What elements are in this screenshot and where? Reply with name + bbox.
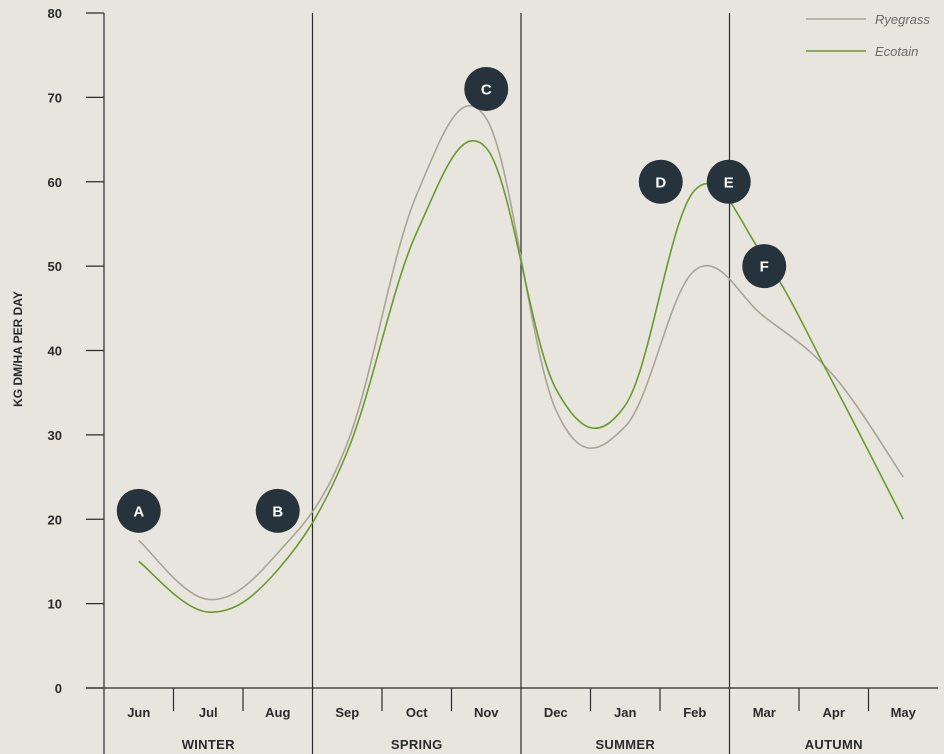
marker-circle [255, 488, 300, 533]
x-tick-label: Apr [823, 705, 845, 720]
marker-label: E [724, 174, 734, 191]
x-tick-label: Jul [199, 705, 218, 720]
marker-b: B [255, 488, 300, 533]
season-label: AUTUMN [805, 737, 863, 752]
marker-label: C [481, 81, 492, 98]
marker-c: C [464, 66, 509, 111]
x-tick-label: Feb [683, 705, 706, 720]
x-axis: Jun Jul Aug Sep Oct Nov Dec Jan Feb Mar Apr May WINT… [86, 687, 938, 752]
y-tick-label: 40 [48, 344, 62, 359]
season-label: WINTER [182, 737, 235, 752]
marker-label: B [272, 503, 283, 520]
marker-a: A [116, 488, 161, 533]
marker-f: F [742, 244, 787, 289]
y-tick-label: 70 [48, 90, 62, 105]
marker-d: D [638, 159, 683, 204]
x-tick-label: Nov [474, 705, 499, 720]
x-tick-label: Oct [406, 705, 428, 720]
y-tick-label: 10 [48, 597, 62, 612]
y-tick-label: 60 [48, 175, 62, 190]
marker-circle [116, 488, 161, 533]
y-axis-label: KG DM/HA PER DAY [11, 291, 25, 407]
marker-circle [706, 159, 751, 204]
legend-label: Ryegrass [875, 12, 930, 27]
x-tick-label: Jun [127, 705, 150, 720]
season-label: SPRING [391, 737, 443, 752]
y-tick-label: 20 [48, 512, 62, 527]
season-label: SUMMER [595, 737, 655, 752]
x-tick-label: Dec [544, 705, 568, 720]
marker-label: F [760, 259, 769, 276]
x-tick-label: Aug [265, 705, 290, 720]
marker-label: A [133, 503, 144, 520]
y-tick-label: 0 [55, 681, 62, 696]
marker-circle [638, 159, 683, 204]
x-tick-label: Jan [614, 705, 636, 720]
y-tick-label: 30 [48, 428, 62, 443]
marker-circle [742, 244, 787, 289]
y-tick-label: 80 [48, 6, 62, 21]
annotation-markers: A B C D E F [116, 66, 787, 533]
series-line-ryegrass [138, 104, 904, 601]
legend-label: Ecotain [875, 44, 918, 59]
legend: Ryegrass Ecotain [806, 12, 930, 59]
marker-circle [464, 66, 509, 111]
x-tick-label: Sep [335, 705, 359, 720]
x-tick-label: May [891, 705, 917, 720]
season-dividers [311, 13, 731, 754]
marker-label: D [655, 174, 666, 191]
x-tick-label: Mar [753, 705, 776, 720]
marker-e: E [706, 159, 751, 204]
y-axis: 0 10 20 30 40 50 60 70 80 [48, 6, 105, 754]
y-tick-label: 50 [48, 259, 62, 274]
